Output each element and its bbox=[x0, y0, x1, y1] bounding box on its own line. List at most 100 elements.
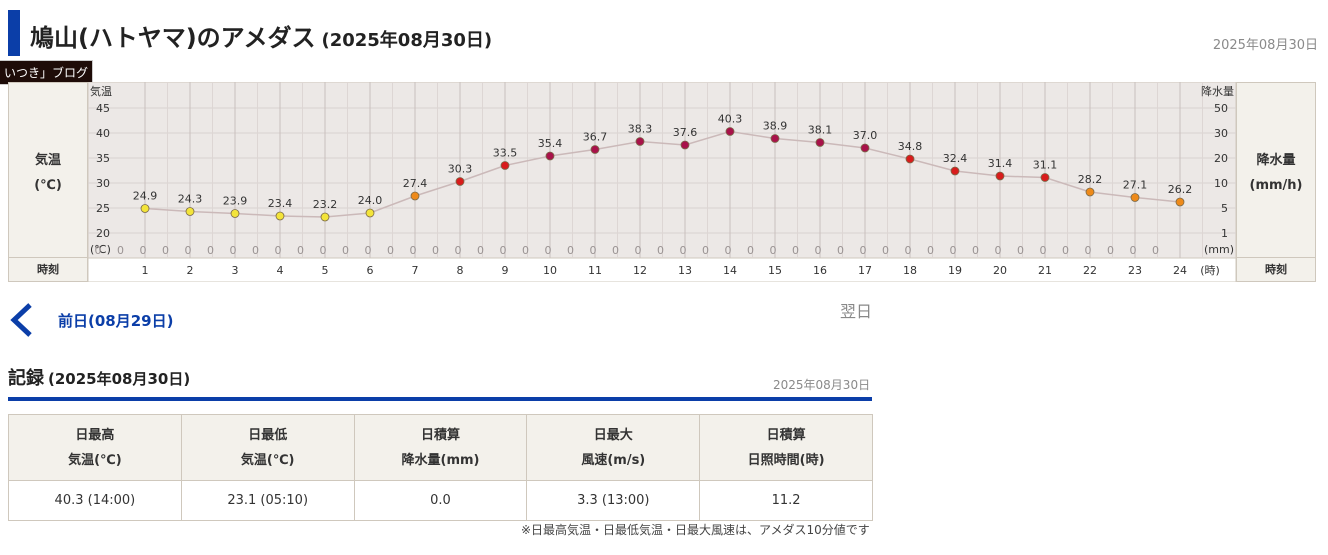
y-axis-title: 気温 bbox=[90, 84, 112, 98]
precip-value-label: 0 bbox=[252, 244, 259, 257]
temperature-point bbox=[500, 161, 510, 170]
rain-tick-label: 30 bbox=[1214, 127, 1228, 140]
temperature-point bbox=[1175, 197, 1185, 207]
precip-value-label: 0 bbox=[342, 244, 349, 257]
chevron-left-icon bbox=[10, 303, 32, 337]
records-table: 日最高 気温(℃) 日最低 気温(℃) 日積算 降水量(mm) 日最大 風速(m/s) … bbox=[8, 414, 873, 521]
precip-value-label: 0 bbox=[500, 244, 507, 257]
x-tick-label: 22 bbox=[1083, 264, 1097, 277]
precip-value-label: 0 bbox=[410, 244, 417, 257]
precip-value-label: 0 bbox=[207, 244, 214, 257]
precip-value-label: 0 bbox=[185, 244, 192, 257]
prev-day-label[interactable]: 前日(08月29日) bbox=[58, 312, 174, 330]
temperature-side-label: 気温 (℃) bbox=[8, 82, 88, 258]
temperature-data-label: 23.4 bbox=[268, 197, 293, 210]
temperature-point bbox=[770, 134, 780, 143]
rain-tick-label: 20 bbox=[1214, 152, 1228, 165]
precip-value-label: 0 bbox=[702, 244, 709, 257]
x-tick-label: 13 bbox=[678, 264, 692, 277]
precipitation-side-label: 降水量 (mm/h) bbox=[1236, 82, 1316, 258]
header-max-wind: 日最大 風速(m/s) bbox=[526, 414, 701, 481]
precip-value-label: 0 bbox=[522, 244, 529, 257]
rain-axis-unit: (mm) bbox=[1204, 243, 1234, 256]
rain-tick-label: 50 bbox=[1214, 102, 1228, 115]
x-tick-label: 10 bbox=[543, 264, 557, 277]
precip-value-label: 0 bbox=[567, 244, 574, 257]
x-tick-label: 5 bbox=[322, 264, 329, 277]
blog-tooltip[interactable]: いつき」ブログ bbox=[0, 60, 94, 85]
precip-value-label: 0 bbox=[860, 244, 867, 257]
temperature-point bbox=[1130, 193, 1140, 202]
amedas-chart: 気温 (℃) 降水量 (mm/h) 時刻 時刻 気温 20 25 30 35 40 45 (℃… bbox=[8, 82, 1318, 282]
precip-value-label: 0 bbox=[635, 244, 642, 257]
precip-value-label: 0 bbox=[1107, 244, 1114, 257]
temperature-point bbox=[725, 127, 735, 136]
records-title: 記録 (2025年08月30日) bbox=[8, 368, 191, 389]
precip-value-label: 0 bbox=[95, 244, 102, 257]
temperature-point bbox=[815, 138, 825, 147]
value-precipitation: 0.0 bbox=[353, 480, 528, 521]
value-max-temp: 40.3 (14:00) bbox=[8, 480, 182, 521]
y-tick-label: 35 bbox=[96, 152, 110, 165]
precip-value-label: 0 bbox=[387, 244, 394, 257]
x-tick-label: 20 bbox=[993, 264, 1007, 277]
temperature-point bbox=[410, 191, 420, 201]
x-tick-label: 14 bbox=[723, 264, 737, 277]
value-max-wind: 3.3 (13:00) bbox=[526, 480, 701, 521]
temperature-data-label: 40.3 bbox=[718, 113, 743, 126]
x-tick-label: 7 bbox=[412, 264, 419, 277]
precip-value-label: 0 bbox=[1017, 244, 1024, 257]
x-tick-label: 2 bbox=[187, 264, 194, 277]
temperature-data-label: 24.3 bbox=[178, 193, 203, 206]
x-tick-label: 21 bbox=[1038, 264, 1052, 277]
header-max-temp: 日最高 気温(℃) bbox=[8, 414, 182, 481]
temperature-point bbox=[185, 207, 195, 216]
temperature-data-label: 38.3 bbox=[628, 123, 653, 136]
precip-value-label: 0 bbox=[837, 244, 844, 257]
header-sunshine: 日積算 日照時間(時) bbox=[699, 414, 873, 481]
time-axis-band bbox=[88, 257, 1236, 282]
precip-value-label: 0 bbox=[117, 244, 124, 257]
temperature-data-label: 34.8 bbox=[898, 140, 923, 153]
temperature-point bbox=[1085, 187, 1095, 197]
precip-value-label: 0 bbox=[1040, 244, 1047, 257]
records-title-date: (2025年08月30日) bbox=[48, 370, 191, 388]
y-tick-label: 45 bbox=[96, 102, 110, 115]
precip-value-label: 0 bbox=[432, 244, 439, 257]
precip-value-label: 0 bbox=[995, 244, 1002, 257]
precip-value-label: 0 bbox=[230, 244, 237, 257]
temperature-point bbox=[275, 211, 285, 221]
precip-value-label: 0 bbox=[455, 244, 462, 257]
precip-value-label: 0 bbox=[1130, 244, 1137, 257]
rain-axis-title: 降水量 bbox=[1201, 84, 1234, 98]
x-axis-unit: (時) bbox=[1200, 264, 1220, 277]
temperature-data-label: 27.4 bbox=[403, 177, 428, 190]
x-tick-label: 16 bbox=[813, 264, 827, 277]
x-tick-label: 19 bbox=[948, 264, 962, 277]
temperature-point bbox=[140, 204, 150, 213]
precip-value-label: 0 bbox=[162, 244, 169, 257]
header-precipitation: 日積算 降水量(mm) bbox=[353, 414, 528, 481]
precip-value-label: 0 bbox=[680, 244, 687, 257]
precip-value-label: 0 bbox=[365, 244, 372, 257]
precip-value-label: 0 bbox=[1062, 244, 1069, 257]
temperature-data-label: 24.0 bbox=[358, 194, 383, 207]
precip-value-label: 0 bbox=[950, 244, 957, 257]
temperature-point bbox=[950, 166, 960, 176]
temperature-point bbox=[365, 208, 375, 218]
precip-value-label: 0 bbox=[612, 244, 619, 257]
temperature-series-line bbox=[144, 130, 1181, 218]
temperature-data-label: 23.9 bbox=[223, 195, 248, 208]
next-day-link[interactable]: 翌日 bbox=[840, 302, 873, 321]
precip-value-label: 0 bbox=[792, 244, 799, 257]
page-title: 鳩山(ハトヤマ)のアメダス (2025年08月30日) bbox=[30, 24, 493, 52]
temperature-point bbox=[590, 145, 600, 154]
x-tick-label: 15 bbox=[768, 264, 782, 277]
temperature-data-label: 30.3 bbox=[448, 163, 473, 176]
temperature-point bbox=[455, 177, 465, 186]
y-tick-label: 40 bbox=[96, 127, 110, 140]
temperature-point bbox=[680, 140, 690, 150]
x-tick-label: 11 bbox=[588, 264, 602, 277]
precip-value-label: 0 bbox=[747, 244, 754, 257]
precip-value-label: 0 bbox=[477, 244, 484, 257]
